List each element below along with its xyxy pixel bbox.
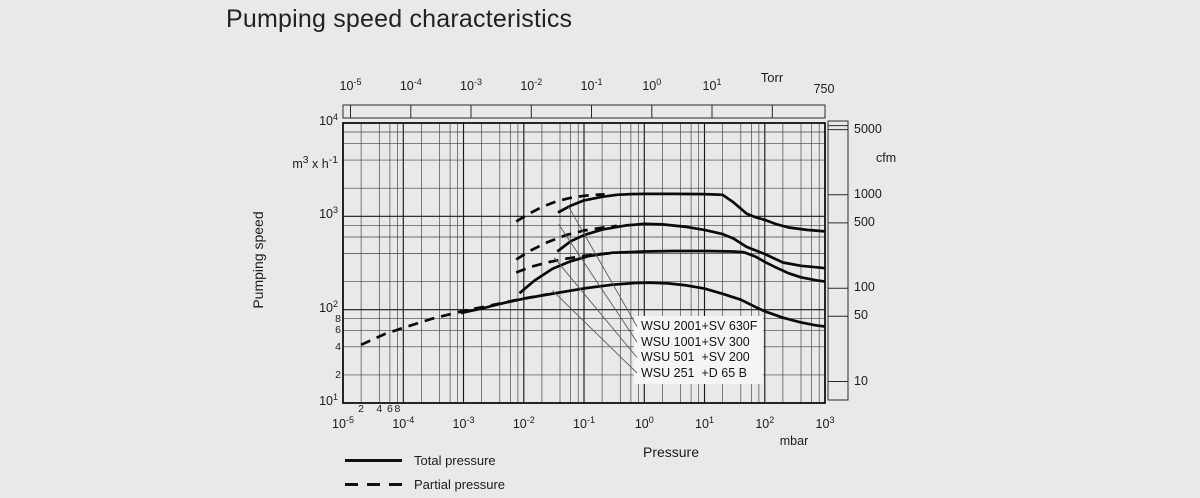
torr-tick-label: 101 (702, 76, 722, 93)
x-tick-label: 10-1 (573, 414, 595, 431)
x-minor-tick-label: 4 (376, 403, 383, 415)
curve-label-wsu501: WSU 501 +SV 200 (641, 350, 750, 364)
solid-line-sample (345, 458, 402, 462)
x-axis-title: Pressure (642, 444, 700, 460)
cfm-tick-label: 5000 (854, 121, 882, 136)
top-axis-end-label: 750 (813, 82, 835, 96)
top-axis-unit: Torr (760, 70, 784, 85)
right-axis-unit: cfm (876, 151, 897, 165)
x-tick-label: 10-5 (332, 414, 354, 431)
x-tick-label: 10-2 (512, 414, 535, 431)
x-tick-label: 102 (755, 414, 775, 431)
x-minor-tick-label: 6 (386, 403, 393, 415)
chart-title: Pumping speed characteristics (226, 5, 573, 33)
x-tick-label: 10-4 (392, 414, 415, 431)
curve-label-wsu251: WSU 251 +D 65 B (641, 365, 747, 380)
dashed-line-sample (345, 482, 402, 486)
torr-tick-label: 10-2 (520, 76, 543, 93)
y-minor-tick-label: 2 (335, 368, 341, 381)
y-tick-label: 102 (319, 298, 338, 315)
y-minor-tick-label: 8 (335, 312, 341, 325)
y-tick-label: 104 (319, 111, 338, 128)
cfm-tick-label: 500 (854, 214, 875, 229)
legend-row-total: Total pressure (345, 452, 496, 468)
x-tick-label: 103 (815, 414, 835, 431)
cfm-tick-label: 1000 (854, 186, 882, 201)
cfm-tick-label: 10 (854, 373, 868, 388)
bottom-axis-unit: mbar (779, 434, 809, 448)
torr-tick-label: 100 (642, 76, 662, 93)
x-tick-label: 101 (695, 414, 714, 431)
legend-row-partial: Partial pressure (345, 476, 505, 492)
x-minor-tick-label: 8 (394, 403, 401, 415)
x-tick-label: 10-3 (452, 414, 475, 431)
curve-label-wsu2001: WSU 2001+SV 630F (641, 319, 758, 333)
y-axis-unit: m3 x h-1 (292, 155, 338, 172)
torr-tick-label: 10-3 (460, 76, 482, 93)
torr-tick-label: 10-1 (580, 76, 603, 93)
cfm-tick-label: 50 (854, 308, 868, 323)
y-tick-label: 103 (319, 205, 338, 222)
y-axis-title: Pumping speed (250, 211, 266, 309)
legend-label-total: Total pressure (414, 452, 496, 468)
x-minor-tick-label: 2 (358, 403, 365, 415)
cfm-tick-label: 100 (854, 280, 875, 295)
legend-label-partial: Partial pressure (414, 476, 506, 492)
y-minor-tick-label: 4 (335, 340, 341, 353)
x-tick-label: 100 (634, 414, 654, 431)
torr-tick-label: 10-5 (339, 76, 362, 93)
y-tick-label: 101 (319, 391, 338, 408)
torr-tick-label: 10-4 (399, 76, 422, 93)
y-minor-tick-label: 6 (335, 324, 341, 337)
curve-label-wsu1001: WSU 1001+SV 300 (641, 334, 750, 349)
